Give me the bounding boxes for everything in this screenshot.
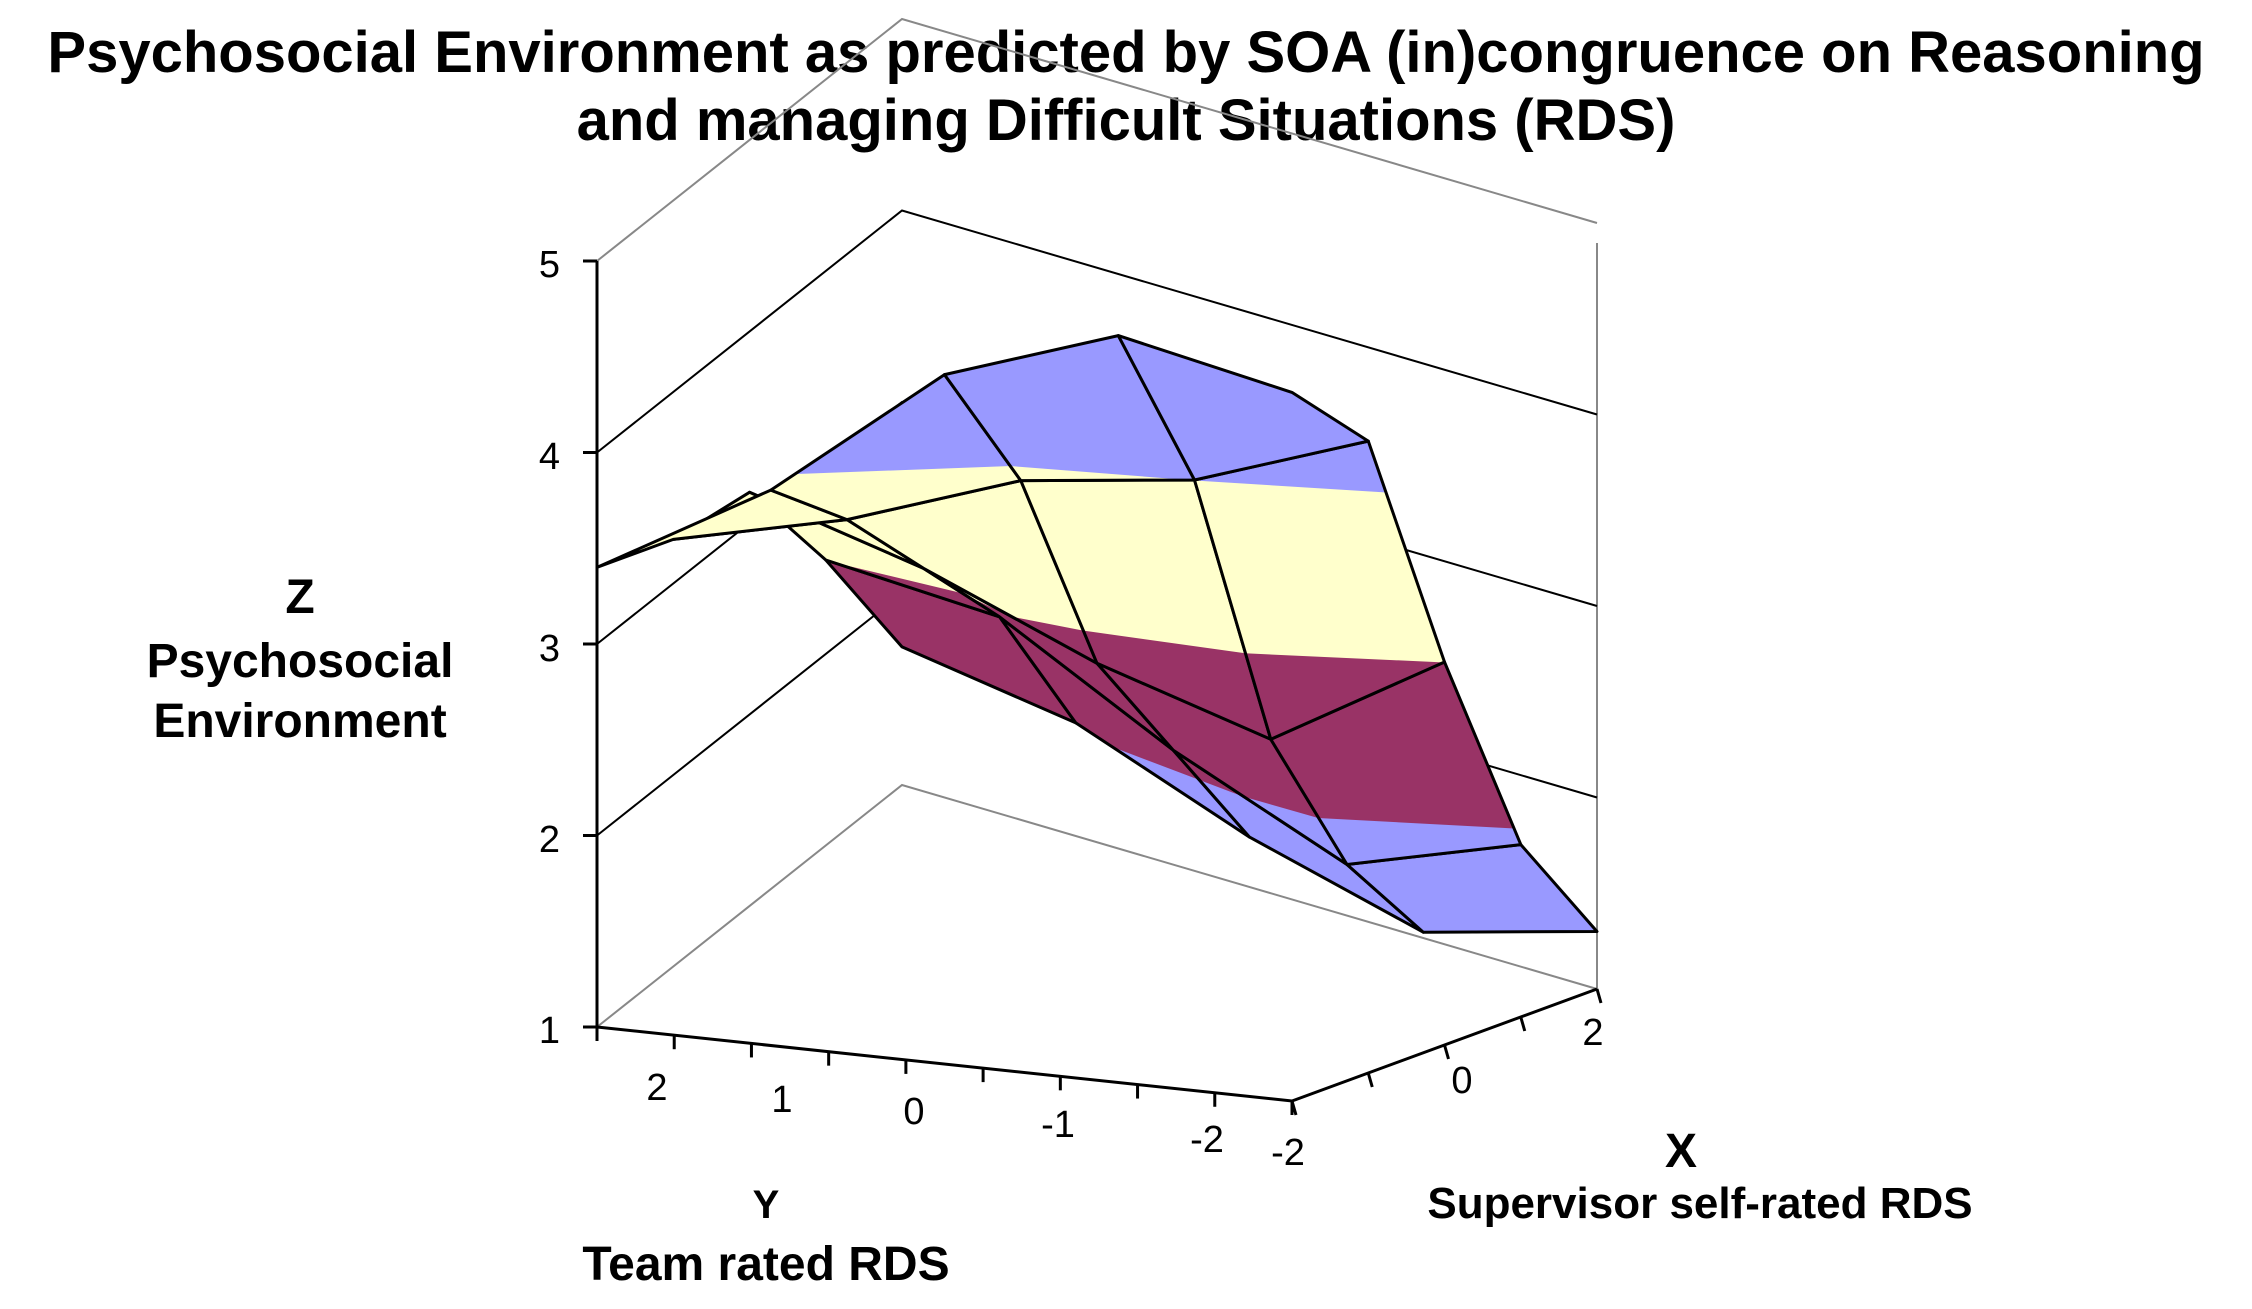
z-axis-letter: Z — [285, 571, 314, 624]
y-tick-label: 2 — [646, 1067, 667, 1109]
x-tick — [1519, 1016, 1527, 1032]
z-axis-title-line-1: Psychosocial — [147, 635, 454, 688]
x-tick — [1290, 1100, 1298, 1116]
x-axis-title: Supervisor self-rated RDS — [1427, 1179, 1972, 1228]
surface-cell-outline — [1116, 334, 1370, 482]
y-axis-letter: Y — [753, 1183, 780, 1227]
y-axis-title: Team rated RDS — [582, 1238, 949, 1291]
x-tick-label: 0 — [1451, 1060, 1472, 1102]
z-gridline — [596, 209, 1598, 454]
x-tick — [1366, 1072, 1374, 1088]
y-tick-label: -1 — [1041, 1104, 1075, 1146]
floor-edges — [596, 987, 1598, 1103]
chart-title-line-2: and managing Difficult Situations (RDS) — [577, 88, 1676, 153]
x-tick — [1443, 1044, 1450, 1060]
x-tick-label: 2 — [1582, 1012, 1603, 1054]
y-tick-label: -2 — [1190, 1119, 1224, 1161]
z-tick-label: 1 — [539, 1010, 560, 1052]
x-tick — [1595, 988, 1603, 1004]
z-tick-label: 3 — [539, 628, 560, 670]
z-tick-label: 4 — [539, 436, 560, 478]
chart-axes — [583, 259, 1603, 1116]
x-tick-label: -2 — [1271, 1132, 1305, 1174]
surface-mesh — [595, 334, 1599, 934]
x-axis-letter: X — [1665, 1125, 1697, 1178]
z-gridline — [596, 783, 1598, 1028]
y-tick-label: 1 — [771, 1079, 792, 1121]
z-tick-label: 5 — [539, 244, 560, 286]
chart-title-line-1: Psychosocial Environment as predicted by… — [47, 20, 2204, 85]
z-tick-label: 2 — [539, 819, 560, 861]
y-tick-label: 0 — [903, 1091, 924, 1133]
z-axis-title-line-2: Environment — [153, 695, 446, 748]
z-gridline — [596, 17, 1598, 262]
